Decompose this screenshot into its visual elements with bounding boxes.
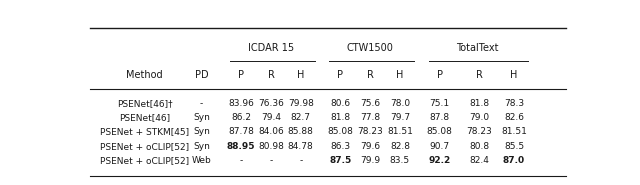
Text: Method: Method — [126, 70, 163, 80]
Text: TotalText: TotalText — [456, 43, 498, 53]
Text: PSENet[46]†: PSENet[46]† — [116, 99, 172, 108]
Text: 75.1: 75.1 — [429, 99, 450, 108]
Text: 86.2: 86.2 — [231, 113, 252, 122]
Text: 87.78: 87.78 — [228, 127, 254, 136]
Text: 78.0: 78.0 — [390, 99, 410, 108]
Text: 78.3: 78.3 — [504, 99, 524, 108]
Text: -: - — [269, 156, 273, 165]
Text: -: - — [200, 99, 203, 108]
Text: -: - — [239, 156, 243, 165]
Text: 77.8: 77.8 — [360, 113, 380, 122]
Text: PD: PD — [195, 70, 209, 80]
Text: 92.2: 92.2 — [428, 156, 451, 165]
Text: 79.4: 79.4 — [261, 113, 281, 122]
Text: 82.8: 82.8 — [390, 142, 410, 151]
Text: 82.4: 82.4 — [469, 156, 489, 165]
Text: 76.36: 76.36 — [258, 99, 284, 108]
Text: H: H — [510, 70, 518, 80]
Text: 82.7: 82.7 — [291, 113, 311, 122]
Text: 79.7: 79.7 — [390, 113, 410, 122]
Text: P: P — [436, 70, 443, 80]
Text: 82.6: 82.6 — [504, 113, 524, 122]
Text: 79.0: 79.0 — [469, 113, 490, 122]
Text: 84.78: 84.78 — [288, 142, 314, 151]
Text: 81.51: 81.51 — [501, 127, 527, 136]
Text: 81.8: 81.8 — [469, 99, 490, 108]
Text: Web: Web — [191, 156, 211, 165]
Text: R: R — [367, 70, 374, 80]
Text: H: H — [297, 70, 305, 80]
Text: 83.5: 83.5 — [390, 156, 410, 165]
Text: CTW1500: CTW1500 — [347, 43, 394, 53]
Text: 85.5: 85.5 — [504, 142, 524, 151]
Text: 80.8: 80.8 — [469, 142, 490, 151]
Text: Syn: Syn — [193, 113, 210, 122]
Text: 83.96: 83.96 — [228, 99, 254, 108]
Text: PSENet + STKM[45]: PSENet + STKM[45] — [100, 127, 189, 136]
Text: 79.98: 79.98 — [288, 99, 314, 108]
Text: 78.23: 78.23 — [357, 127, 383, 136]
Text: 87.8: 87.8 — [429, 113, 450, 122]
Text: 87.5: 87.5 — [329, 156, 351, 165]
Text: 78.23: 78.23 — [467, 127, 492, 136]
Text: 80.98: 80.98 — [258, 142, 284, 151]
Text: H: H — [396, 70, 404, 80]
Text: 84.06: 84.06 — [258, 127, 284, 136]
Text: 80.6: 80.6 — [330, 99, 351, 108]
Text: 85.08: 85.08 — [328, 127, 353, 136]
Text: 85.88: 85.88 — [288, 127, 314, 136]
Text: ICDAR 15: ICDAR 15 — [248, 43, 294, 53]
Text: Syn: Syn — [193, 142, 210, 151]
Text: R: R — [476, 70, 483, 80]
Text: PSENet[46]: PSENet[46] — [119, 113, 170, 122]
Text: 75.6: 75.6 — [360, 99, 380, 108]
Text: 90.7: 90.7 — [429, 142, 450, 151]
Text: PSENet + oCLIP[52]: PSENet + oCLIP[52] — [100, 156, 189, 165]
Text: P: P — [337, 70, 344, 80]
Text: 85.08: 85.08 — [427, 127, 452, 136]
Text: Syn: Syn — [193, 127, 210, 136]
Text: 81.8: 81.8 — [330, 113, 351, 122]
Text: R: R — [268, 70, 275, 80]
Text: PSENet + oCLIP[52]: PSENet + oCLIP[52] — [100, 142, 189, 151]
Text: 79.6: 79.6 — [360, 142, 380, 151]
Text: -: - — [299, 156, 302, 165]
Text: 88.95: 88.95 — [227, 142, 255, 151]
Text: 86.3: 86.3 — [330, 142, 351, 151]
Text: P: P — [238, 70, 244, 80]
Text: 79.9: 79.9 — [360, 156, 380, 165]
Text: 87.0: 87.0 — [503, 156, 525, 165]
Text: 81.51: 81.51 — [387, 127, 413, 136]
